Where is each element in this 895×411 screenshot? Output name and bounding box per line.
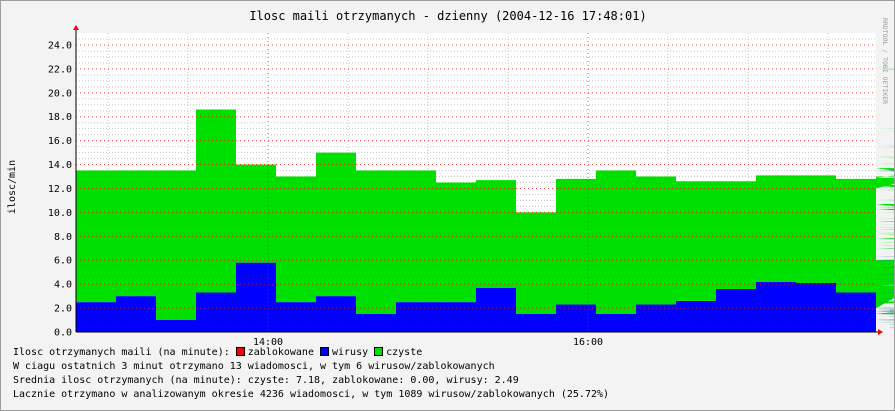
y-tick-label: 14.0 bbox=[48, 160, 72, 171]
series-area-wirusy bbox=[76, 170, 894, 332]
y-tick-label: 18.0 bbox=[48, 112, 72, 123]
wirusy-swatch bbox=[319, 347, 329, 356]
tick-labels: 0.0 2.0 4.0 6.0 8.0 10.0 12.0 14.0 16.0 18.0 20.0 2… bbox=[48, 40, 603, 348]
legend-item-zablokowane: zablokowane bbox=[247, 347, 314, 358]
y-tick-label: 6.0 bbox=[54, 256, 72, 267]
legend-item-czyste: czyste bbox=[386, 347, 423, 358]
legend-caption: Ilosc otrzymanych maili (na minute): bbox=[13, 347, 230, 358]
y-tick-label: 24.0 bbox=[48, 40, 72, 51]
y-tick-label: 20.0 bbox=[48, 88, 72, 99]
x-tick-label: 14:00 bbox=[253, 337, 283, 348]
rrdtool-watermark: RRDTOOL / TOBI OETIKER bbox=[881, 18, 889, 104]
y-tick-label: 22.0 bbox=[48, 64, 72, 75]
legend-row: Ilosc otrzymanych maili (na minute): zabl… bbox=[13, 347, 422, 358]
y-tick-label: 2.0 bbox=[54, 304, 72, 315]
summary-line-total: Lacznie otrzymano w analizowanym okresie… bbox=[13, 389, 610, 400]
series-area-czyste bbox=[76, 68, 894, 331]
major-grid bbox=[76, 33, 876, 332]
x-axis-arrow bbox=[878, 329, 883, 335]
czyste-swatch bbox=[374, 347, 384, 356]
summary-line-average: Srednia ilosc otrzymanych (na minute): c… bbox=[13, 375, 519, 386]
y-axis-arrow bbox=[73, 25, 79, 30]
y-axis-label: ilosc/min bbox=[7, 160, 18, 214]
y-tick-label: 16.0 bbox=[48, 136, 72, 147]
legend-item-wirusy: wirusy bbox=[331, 347, 369, 358]
chart-title: Ilosc maili otrzymanych - dzienny (2004-… bbox=[249, 9, 646, 23]
zablokowane-swatch bbox=[235, 347, 245, 356]
axes bbox=[73, 25, 883, 335]
y-tick-label: 12.0 bbox=[48, 184, 72, 195]
data-areas bbox=[76, 68, 894, 332]
y-tick-label: 8.0 bbox=[54, 232, 72, 243]
y-tick-label: 4.0 bbox=[54, 280, 72, 291]
summary-line-recent: W ciagu ostatnich 3 minut otrzymano 13 w… bbox=[13, 361, 495, 372]
y-tick-label: 0.0 bbox=[54, 328, 72, 339]
x-tick-label: 16:00 bbox=[573, 337, 603, 348]
y-tick-label: 10.0 bbox=[48, 208, 72, 219]
